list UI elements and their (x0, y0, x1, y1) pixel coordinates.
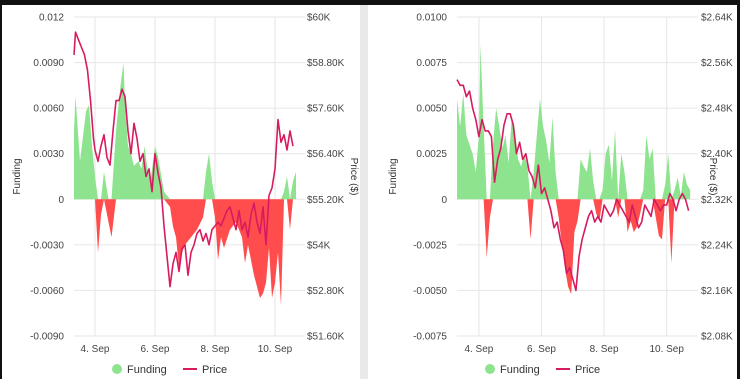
funding-positive-area (74, 62, 296, 200)
y2-tick-label: $57.60K (307, 104, 345, 115)
y2-tick-label: $2.56K (701, 58, 733, 69)
x-tick-label: 10. Sep (649, 344, 684, 355)
y-tick-label: 0.0090 (33, 58, 64, 69)
y-tick-label: 0.0050 (416, 104, 447, 115)
legend-funding-swatch[interactable] (485, 364, 495, 374)
funding-price-chart-right: -0.0075 -0.0050 -0.0025 0 0.0025 0.0050 0.0075… (388, 13, 733, 377)
x-tick-label: 4. Sep (464, 344, 493, 355)
y2-tick-label: $55.20K (307, 195, 345, 206)
x-tick-label: 6. Sep (141, 344, 170, 355)
y-tick-label: 0.0060 (33, 104, 64, 115)
y-tick-label: 0.0075 (416, 58, 447, 69)
y2-tick-label: $2.16K (701, 286, 733, 297)
x-tick-label: 8. Sep (201, 344, 230, 355)
y-tick-label: 0.012 (39, 13, 64, 24)
funding-negative-area (74, 199, 296, 306)
y2-tick-label: $2.48K (701, 104, 733, 115)
y-tick-label: 0 (58, 195, 64, 206)
y2-tick-label: $58.80K (307, 58, 345, 69)
y-tick-label: 0 (441, 195, 447, 206)
x-tick-label: 6. Sep (527, 344, 556, 355)
top-border (0, 0, 740, 5)
y-tick-label: -0.0075 (413, 332, 447, 343)
y-tick-label: 0.0025 (416, 149, 447, 160)
y2-tick-label: $2.64K (701, 13, 733, 24)
left-border (0, 0, 2, 379)
y-tick-label: -0.0025 (413, 240, 447, 251)
funding-price-chart-left: -0.0090 -0.0060 -0.0030 0 0.0030 0.0060 0.0090… (12, 13, 359, 377)
legend-price-label[interactable]: Price (575, 364, 600, 376)
legend-funding-label[interactable]: Funding (500, 364, 540, 376)
y2-tick-label: $2.32K (701, 195, 733, 206)
x-tick-label: 8. Sep (590, 344, 619, 355)
legend-price-label[interactable]: Price (202, 364, 227, 376)
funding-positive-area (457, 44, 691, 200)
x-tick-label: 10. Sep (258, 344, 293, 355)
y-tick-label: -0.0050 (413, 286, 447, 297)
y-tick-label: -0.0090 (30, 332, 64, 343)
y2-tick-label: $2.40K (701, 149, 733, 160)
funding-negative-area (457, 199, 691, 295)
right-axis-title: Price ($) (348, 158, 359, 196)
left-axis-title: Funding (12, 158, 23, 194)
y2-tick-label: $2.08K (701, 332, 733, 343)
y2-tick-label: $2.24K (701, 240, 733, 251)
y2-tick-label: $52.80K (307, 286, 345, 297)
y2-tick-label: $54K (307, 240, 331, 251)
y-tick-label: -0.0060 (30, 286, 64, 297)
y-tick-label: -0.0030 (30, 240, 64, 251)
x-tick-label: 4. Sep (81, 344, 110, 355)
price-line (456, 79, 690, 292)
right-border (737, 0, 740, 379)
left-axis-title: Funding (388, 158, 399, 194)
y2-tick-label: $60K (307, 13, 331, 24)
right-axis-title: Price ($) (707, 158, 718, 196)
y-tick-label: 0.0030 (33, 149, 64, 160)
y2-tick-label: $56.40K (307, 149, 345, 160)
legend-funding-swatch[interactable] (112, 364, 122, 374)
panel-divider (360, 5, 368, 379)
y-tick-label: 0.0100 (416, 13, 447, 24)
price-line (73, 31, 294, 288)
legend-funding-label[interactable]: Funding (127, 364, 167, 376)
y2-tick-label: $51.60K (307, 332, 345, 343)
